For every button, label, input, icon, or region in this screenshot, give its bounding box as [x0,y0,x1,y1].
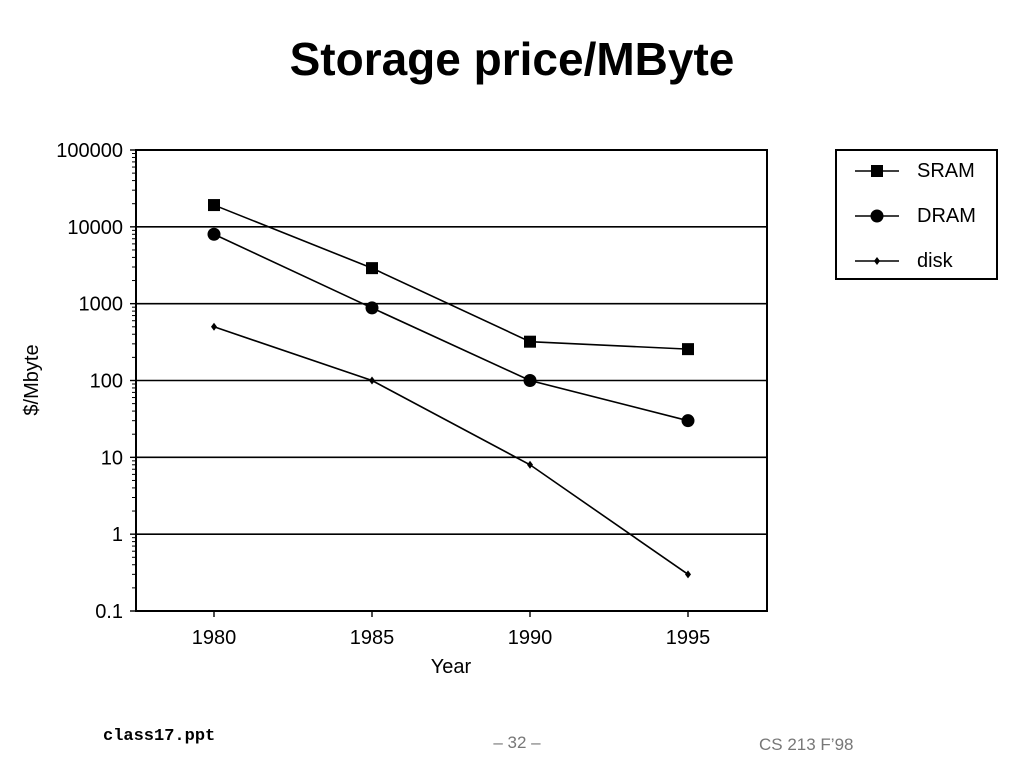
data-point-disk [211,322,217,331]
y-tick-label: 10 [101,447,123,469]
diamond-marker-icon [855,257,899,265]
slide-title: Storage price/MByte [289,33,735,85]
y-axis: 0.1 1 10 100 1000 10000 100000 [56,140,136,623]
footer-filename: class17.ppt [103,727,216,746]
data-point-dram [681,414,695,428]
y-tick-label: 1 [112,524,123,546]
square-marker-icon [855,165,899,177]
x-axis-label: Year [431,656,472,678]
x-tick-label: 1980 [192,627,237,649]
data-point-sram [366,262,378,275]
data-point-sram [208,199,220,212]
x-tick-label: 1995 [666,627,711,649]
series-line-sram [213,204,689,350]
y-tick-label: 100000 [56,140,123,162]
data-point-disk [369,376,375,385]
y-tick-label: 10000 [67,217,123,239]
legend-item-dram: DRAM [853,204,993,228]
data-point-sram [682,343,694,356]
x-tick-label: 1985 [350,627,395,649]
data-point-dram [523,374,537,387]
legend-label-sram: SRAM [917,160,975,182]
legend-item-sram: SRAM [853,159,993,183]
series [207,199,695,579]
chart-legend: SRAM DRAM disk [835,149,998,280]
x-axis: 1980 1985 1990 1995 [192,611,711,649]
series-line-dram [213,233,689,422]
data-point-disk [685,570,691,579]
y-tick-label: 1000 [79,294,124,316]
x-tick-label: 1990 [508,627,553,649]
circle-marker-icon [855,209,899,223]
data-point-dram [207,227,221,241]
footer-course: CS 213 F’98 [759,735,854,754]
footer-page-number: – 32 – [493,733,541,752]
legend-item-disk: disk [853,249,993,273]
legend-label-disk: disk [917,250,953,272]
series-line-disk [213,326,689,575]
data-point-sram [524,335,536,348]
data-point-dram [365,301,379,315]
gridlines [136,226,767,535]
y-tick-label: 100 [90,371,123,393]
data-point-disk [527,460,533,469]
y-tick-label: 0.1 [95,601,123,623]
y-axis-label: $/Mbyte [21,344,43,415]
legend-label-dram: DRAM [917,205,976,227]
